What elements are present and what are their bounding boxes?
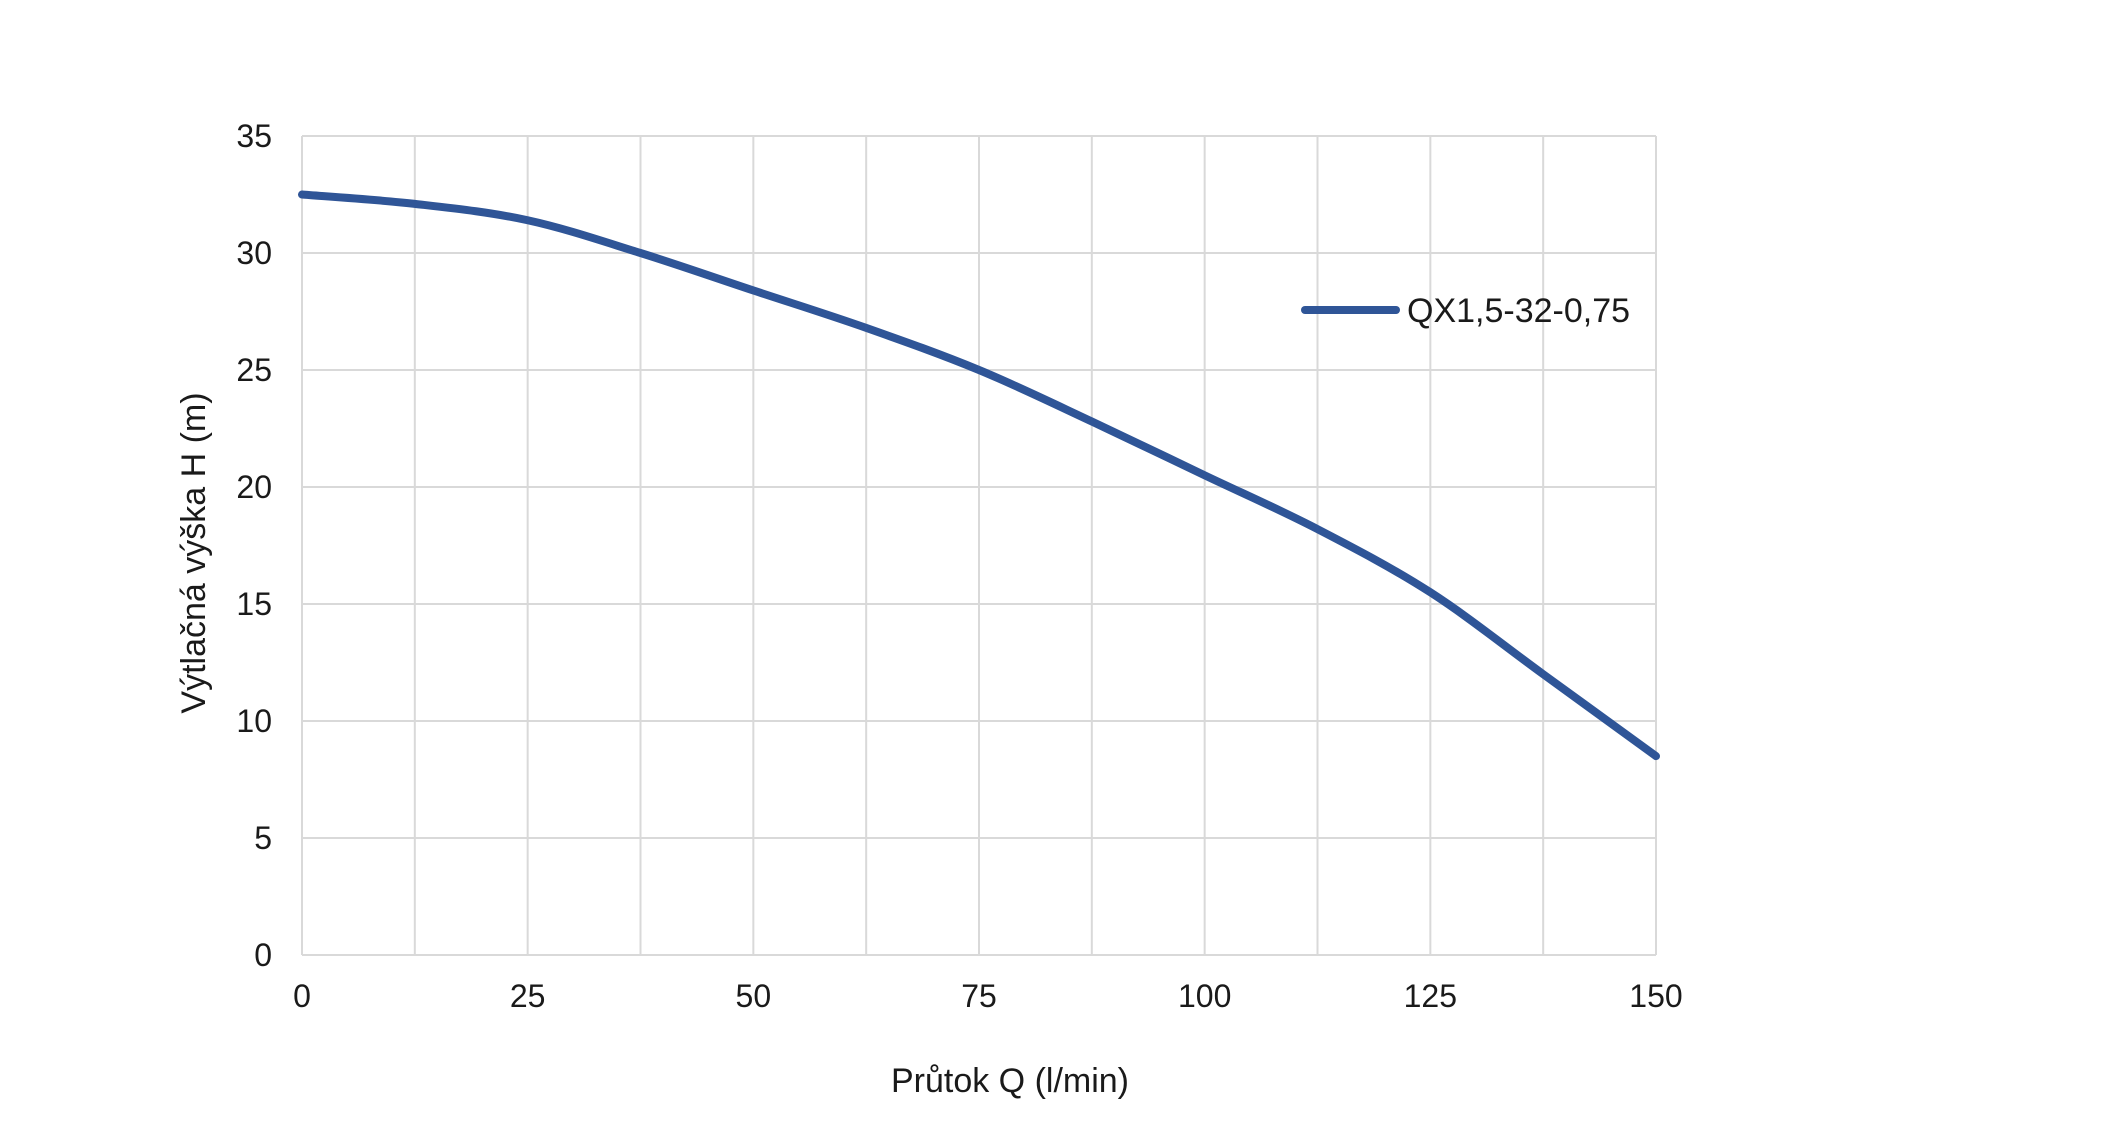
legend-label: QX1,5-32-0,75 — [1407, 292, 1630, 330]
y-axis-title: Výtlačná výška H (m) — [175, 392, 213, 713]
series-line — [298, 190, 1660, 761]
y-tick-label: 15 — [236, 586, 272, 622]
x-tick-label: 150 — [1629, 978, 1682, 1014]
y-axis-ticks: 0 5 10 15 20 25 30 35 — [236, 118, 272, 973]
y-tick-label: 30 — [236, 235, 272, 271]
y-tick-label: 20 — [236, 469, 272, 505]
y-tick-label: 35 — [236, 118, 272, 154]
y-tick-label: 10 — [236, 703, 272, 739]
y-tick-label: 5 — [254, 820, 272, 856]
x-tick-label: 100 — [1178, 978, 1231, 1014]
y-tick-label: 0 — [254, 937, 272, 973]
y-tick-label: 25 — [236, 352, 272, 388]
legend: QX1,5-32-0,75 — [1301, 292, 1630, 330]
x-tick-label: 25 — [510, 978, 546, 1014]
x-tick-label: 75 — [961, 978, 997, 1014]
x-tick-label: 125 — [1404, 978, 1457, 1014]
x-axis-title: Průtok Q (l/min) — [891, 1062, 1129, 1100]
x-tick-label: 0 — [293, 978, 311, 1014]
series-layer — [298, 190, 1660, 761]
gridlines — [301, 135, 1657, 956]
x-axis-ticks: 0 25 50 75 100 125 150 — [293, 978, 1683, 1014]
x-tick-label: 50 — [736, 978, 772, 1014]
